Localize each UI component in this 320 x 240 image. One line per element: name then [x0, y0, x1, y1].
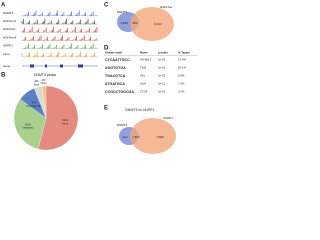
table-cell: 1e-12	[158, 82, 166, 86]
table-cell: 5.2%	[178, 90, 185, 94]
table-header: % Target	[178, 51, 190, 55]
table-header: Known motif	[105, 51, 122, 55]
slice-label: Other	[41, 82, 47, 85]
table-cell: 1e-15	[158, 74, 166, 78]
exon	[78, 64, 83, 68]
table-cell: 20.1%	[178, 66, 186, 70]
table-cell: CTCF	[140, 90, 148, 94]
panel-letter: E	[104, 106, 108, 112]
venn-count: 412	[122, 135, 127, 139]
track-label: H3K4me1	[3, 19, 17, 23]
table-cell: 1e-18	[158, 66, 166, 70]
table-cell: Oct4	[140, 82, 146, 86]
pie-slice	[37, 85, 79, 151]
venn-label: H3K27ac	[160, 5, 173, 9]
exon	[60, 64, 63, 68]
venn-count: 393	[132, 21, 137, 25]
table-cell: 7.5%	[178, 82, 185, 86]
motif: CTCAATTGCC	[105, 58, 130, 62]
track-label: H3K27ac	[3, 27, 16, 31]
gene-label: Gene	[3, 64, 11, 68]
motif: ATGATGCA	[105, 82, 125, 86]
track-label: UHRF1	[3, 44, 13, 48]
table-cell: 12.4%	[178, 58, 186, 62]
venn-count: 1,846	[120, 21, 128, 25]
track-label: Input	[3, 52, 10, 56]
slice-label: Intergenic	[23, 127, 34, 130]
slice-label: Exon	[34, 83, 40, 86]
slice-label: Promoter-TSS	[27, 105, 43, 108]
track-label: H3K4me3	[3, 35, 17, 39]
slice-value: 4%	[34, 79, 39, 83]
slice-value: 2%	[41, 78, 46, 82]
venn-circle	[130, 7, 174, 41]
table-cell: 1e-25	[158, 58, 166, 62]
venn-circle	[130, 118, 176, 154]
slice-label: Intron	[62, 123, 69, 126]
venn-count: 7,480	[156, 135, 164, 139]
venn-count: 6,012	[154, 22, 162, 26]
pie-slice	[41, 85, 47, 119]
table-cell: Tbx5	[140, 66, 147, 70]
track-label: DNMT3	[3, 11, 14, 15]
venn-count: 1,827	[132, 135, 140, 139]
panel-letter: B	[1, 73, 6, 79]
panel-letter: A	[1, 3, 6, 9]
panel-letter: C	[104, 3, 109, 9]
panel-letter: D	[104, 46, 109, 52]
table-header: p-value	[158, 51, 168, 55]
exon	[45, 64, 47, 68]
exon	[30, 64, 34, 68]
table-header: Name	[140, 51, 148, 55]
slice-value: 9%	[32, 101, 37, 105]
slice-value: 54%	[62, 118, 68, 122]
table-cell: HOXB13	[140, 58, 151, 62]
panel-title: DNMT3 peaks	[34, 73, 57, 77]
motif: AGGTGTGA	[105, 66, 126, 70]
figure: A B DNMT3 peaks C DNMT3 H3K27ac 1,846 39…	[1, 3, 198, 154]
panel-title: DNMT3 vs UHRF1	[125, 108, 154, 112]
slice-value: 31%	[25, 122, 31, 126]
venn-label: DNMT3	[117, 123, 128, 127]
venn-label: UHRF1	[163, 116, 173, 120]
pie-slice	[13, 98, 47, 150]
table-cell: 9.8%	[178, 74, 185, 78]
motif: CCGCCTGGCGA	[105, 90, 134, 94]
table-cell: 1e-10	[158, 90, 166, 94]
venn-label: DNMT3	[117, 10, 128, 14]
motif: TGACGTCA	[105, 74, 126, 78]
table-cell: Atf1	[140, 74, 145, 78]
